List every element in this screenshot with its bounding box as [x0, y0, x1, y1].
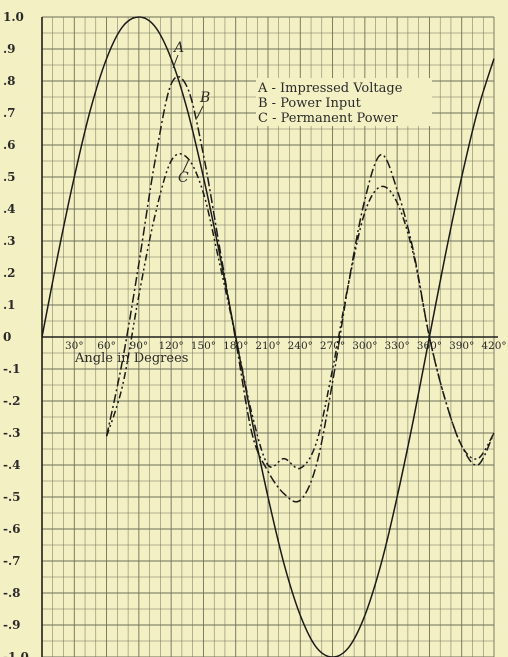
y-tick-label: .1: [3, 298, 16, 312]
legend-entry-a: A - Impressed Voltage: [257, 81, 403, 96]
y-tick-label: .2: [3, 266, 16, 280]
y-tick-label: -.1: [3, 362, 21, 376]
x-tick-label: 420°: [481, 340, 506, 352]
y-tick-labels: 1.0 .9 .8 .7 .6 .5 .4 .3 .2 .1 0 -.1 -.2 -.3 -.4 -.5 -.6…: [3, 10, 29, 657]
y-tick-label: 0: [3, 330, 11, 344]
series-line-c: [105, 153, 495, 470]
x-tick-label: 180°: [223, 340, 248, 352]
x-tick-label: 30°: [65, 340, 84, 352]
y-tick-label: -.3: [3, 426, 21, 440]
x-tick-label: 300°: [352, 340, 377, 352]
x-tick-label: 60°: [97, 340, 116, 352]
x-tick-label: 390°: [449, 340, 474, 352]
x-tick-label: 240°: [288, 340, 313, 352]
y-tick-label: -.4: [3, 458, 21, 472]
x-tick-labels: 30° 60° 90° 120° 150° 180° 210° 240° 270° 300° 330…: [65, 340, 507, 352]
x-tick-label: 120°: [158, 340, 183, 352]
x-tick-label: 90°: [130, 340, 149, 352]
series-line-a: [41, 16, 495, 657]
y-tick-label: -.7: [3, 554, 21, 568]
legend-entry-b: B - Power Input: [258, 96, 362, 111]
y-tick-label: -.9: [3, 618, 21, 632]
legend-entry-c: C - Permanent Power: [258, 111, 398, 126]
y-tick-label: -.8: [3, 586, 21, 600]
x-tick-label: 150°: [191, 340, 216, 352]
curve-annotations: A B C: [172, 40, 210, 186]
y-tick-label: -.2: [3, 394, 21, 408]
x-tick-label: 210°: [255, 340, 280, 352]
annotation-a-pointer: [172, 54, 179, 69]
y-tick-label: .8: [3, 74, 16, 88]
y-tick-label: -1.0: [3, 650, 29, 657]
legend: A - Impressed Voltage B - Power Input C …: [256, 78, 432, 126]
y-tick-label: .4: [3, 202, 16, 216]
y-tick-label: .7: [3, 106, 16, 120]
annotation-a: A: [172, 40, 184, 56]
x-tick-label: 270°: [320, 340, 345, 352]
x-axis-label: Angle in Degrees: [74, 351, 188, 366]
y-tick-label: 1.0: [3, 10, 24, 24]
x-tick-label: 330°: [384, 340, 409, 352]
legend-background: [256, 78, 432, 126]
y-tick-label: .9: [3, 42, 16, 56]
series-lines: [41, 16, 495, 657]
y-tick-label: .3: [3, 234, 16, 248]
annotation-b: B: [199, 90, 210, 106]
annotation-c-pointer: [182, 158, 190, 173]
y-tick-label: -.6: [3, 522, 21, 536]
y-tick-label: .5: [3, 170, 16, 184]
y-tick-label: -.5: [3, 490, 21, 504]
y-tick-label: .6: [3, 138, 16, 152]
annotation-b-pointer: [196, 105, 204, 119]
x-tick-label: 360°: [417, 340, 442, 352]
annotation-c: C: [178, 170, 189, 186]
